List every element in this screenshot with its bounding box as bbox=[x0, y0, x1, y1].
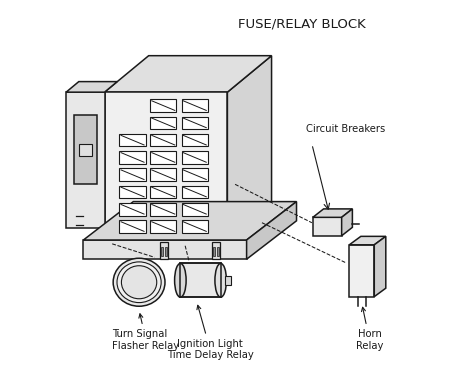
Polygon shape bbox=[182, 117, 208, 129]
Text: FUSE/RELAY BLOCK: FUSE/RELAY BLOCK bbox=[238, 17, 366, 30]
Polygon shape bbox=[228, 56, 272, 244]
Polygon shape bbox=[182, 151, 208, 164]
Polygon shape bbox=[119, 134, 146, 146]
Ellipse shape bbox=[113, 258, 165, 306]
Polygon shape bbox=[150, 99, 176, 112]
Polygon shape bbox=[105, 92, 228, 244]
Ellipse shape bbox=[174, 263, 186, 297]
Polygon shape bbox=[150, 169, 176, 181]
Polygon shape bbox=[119, 220, 146, 233]
Polygon shape bbox=[150, 134, 176, 146]
Polygon shape bbox=[349, 245, 374, 297]
Text: Horn
Relay: Horn Relay bbox=[356, 307, 383, 351]
Polygon shape bbox=[66, 82, 117, 92]
Polygon shape bbox=[161, 247, 163, 256]
Polygon shape bbox=[212, 242, 220, 259]
Polygon shape bbox=[150, 220, 176, 233]
Polygon shape bbox=[246, 202, 297, 259]
Ellipse shape bbox=[215, 263, 227, 297]
Polygon shape bbox=[119, 203, 146, 216]
Polygon shape bbox=[83, 202, 297, 240]
Polygon shape bbox=[182, 99, 208, 112]
Polygon shape bbox=[342, 209, 352, 236]
Polygon shape bbox=[150, 186, 176, 199]
Polygon shape bbox=[182, 186, 208, 199]
Polygon shape bbox=[182, 169, 208, 181]
Polygon shape bbox=[182, 220, 208, 233]
Text: Ignition Light
Time Delay Relay: Ignition Light Time Delay Relay bbox=[167, 305, 254, 360]
Polygon shape bbox=[83, 240, 246, 259]
Polygon shape bbox=[66, 92, 105, 228]
Polygon shape bbox=[79, 144, 92, 156]
Polygon shape bbox=[181, 263, 221, 297]
Polygon shape bbox=[119, 186, 146, 199]
Polygon shape bbox=[150, 151, 176, 164]
Polygon shape bbox=[119, 151, 146, 164]
Polygon shape bbox=[225, 276, 231, 285]
Polygon shape bbox=[119, 169, 146, 181]
Polygon shape bbox=[213, 247, 215, 256]
Polygon shape bbox=[150, 203, 176, 216]
Polygon shape bbox=[182, 134, 208, 146]
Polygon shape bbox=[374, 237, 386, 297]
Polygon shape bbox=[313, 217, 342, 236]
Polygon shape bbox=[349, 237, 386, 245]
Polygon shape bbox=[165, 247, 167, 256]
Polygon shape bbox=[150, 117, 176, 129]
Polygon shape bbox=[217, 247, 219, 256]
Polygon shape bbox=[74, 115, 97, 184]
Text: Circuit Breakers: Circuit Breakers bbox=[306, 124, 385, 134]
Ellipse shape bbox=[117, 262, 161, 303]
Polygon shape bbox=[160, 242, 168, 259]
Text: Turn Signal
Flasher Relay: Turn Signal Flasher Relay bbox=[112, 314, 179, 351]
Polygon shape bbox=[182, 203, 208, 216]
Polygon shape bbox=[313, 209, 352, 217]
Polygon shape bbox=[105, 56, 272, 92]
Ellipse shape bbox=[121, 266, 157, 299]
